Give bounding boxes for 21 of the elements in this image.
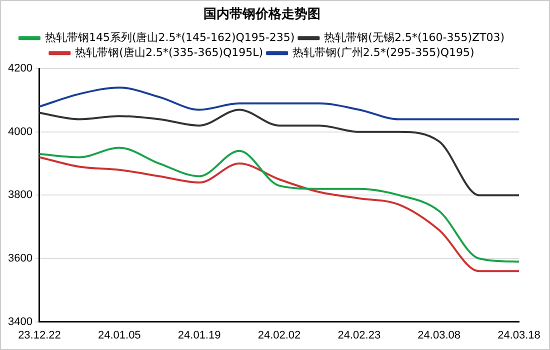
x-tick-label: 24.01.05	[98, 329, 141, 342]
y-tick-label: 4000	[8, 126, 32, 138]
y-tick-label: 3600	[8, 252, 32, 265]
y-tick-label: 3800	[8, 189, 32, 202]
legend-label: 热轧带钢(无锡2.5*(160-355)ZT03)	[324, 30, 505, 44]
y-tick-label: 4200	[8, 62, 32, 75]
x-tick-label: 24.03.18	[498, 329, 540, 342]
line-series	[38, 108, 520, 196]
legend-label: 热轧带钢145系列(唐山2.5*(145-162)Q195-235)	[44, 30, 295, 44]
legend-label: 热轧带钢(广州2.5*(295-355)Q195)	[292, 46, 474, 59]
x-tick-label: 24.01.19	[178, 329, 221, 342]
x-tick-label: 24.03.08	[418, 329, 460, 342]
x-tick-label: 24.02.02	[258, 329, 301, 342]
x-tick-label: 23.12.22	[18, 329, 61, 342]
line-series	[38, 86, 520, 120]
y-tick-label: 3400	[8, 316, 32, 328]
legend-label: 热轧带钢(唐山2.5*(335-365)Q195L)	[75, 46, 264, 59]
line-series	[38, 146, 520, 263]
x-tick-label: 24.02.23	[338, 329, 381, 342]
chart-title: 国内带钢价格走势图	[204, 6, 320, 22]
line-series	[38, 156, 520, 272]
